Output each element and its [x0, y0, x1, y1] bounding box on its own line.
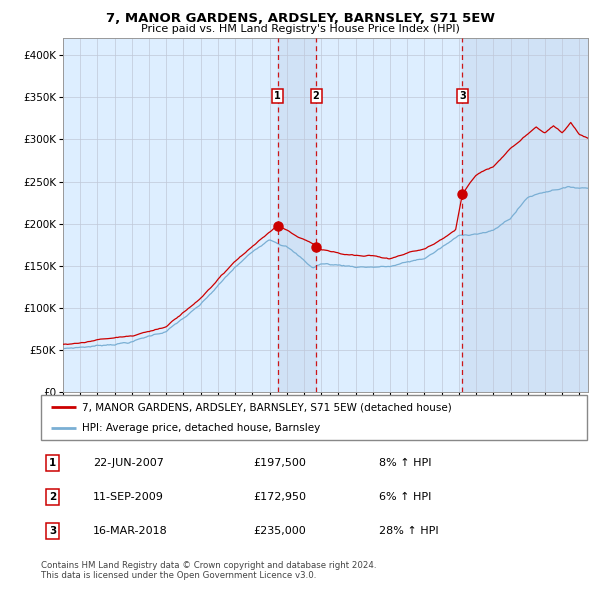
Text: 1: 1: [274, 91, 281, 101]
Text: 2: 2: [313, 91, 319, 101]
Text: 7, MANOR GARDENS, ARDSLEY, BARNSLEY, S71 5EW: 7, MANOR GARDENS, ARDSLEY, BARNSLEY, S71…: [106, 12, 494, 25]
Text: Price paid vs. HM Land Registry's House Price Index (HPI): Price paid vs. HM Land Registry's House …: [140, 24, 460, 34]
Text: Contains HM Land Registry data © Crown copyright and database right 2024.: Contains HM Land Registry data © Crown c…: [41, 560, 376, 569]
Text: 22-JUN-2007: 22-JUN-2007: [92, 458, 164, 468]
Text: 8% ↑ HPI: 8% ↑ HPI: [379, 458, 432, 468]
Text: 7, MANOR GARDENS, ARDSLEY, BARNSLEY, S71 5EW (detached house): 7, MANOR GARDENS, ARDSLEY, BARNSLEY, S71…: [82, 402, 452, 412]
Text: 1: 1: [49, 458, 56, 468]
Text: £172,950: £172,950: [254, 492, 307, 502]
Text: 3: 3: [459, 91, 466, 101]
Bar: [463, 38, 588, 392]
Text: 3: 3: [49, 526, 56, 536]
Text: 6% ↑ HPI: 6% ↑ HPI: [379, 492, 431, 502]
Text: 11-SEP-2009: 11-SEP-2009: [92, 492, 164, 502]
Text: This data is licensed under the Open Government Licence v3.0.: This data is licensed under the Open Gov…: [41, 571, 316, 579]
Text: 2: 2: [49, 492, 56, 502]
Text: HPI: Average price, detached house, Barnsley: HPI: Average price, detached house, Barn…: [82, 422, 320, 432]
Text: 16-MAR-2018: 16-MAR-2018: [92, 526, 167, 536]
Text: £197,500: £197,500: [254, 458, 307, 468]
Bar: [278, 38, 316, 392]
Text: £235,000: £235,000: [254, 526, 307, 536]
Text: 28% ↑ HPI: 28% ↑ HPI: [379, 526, 439, 536]
